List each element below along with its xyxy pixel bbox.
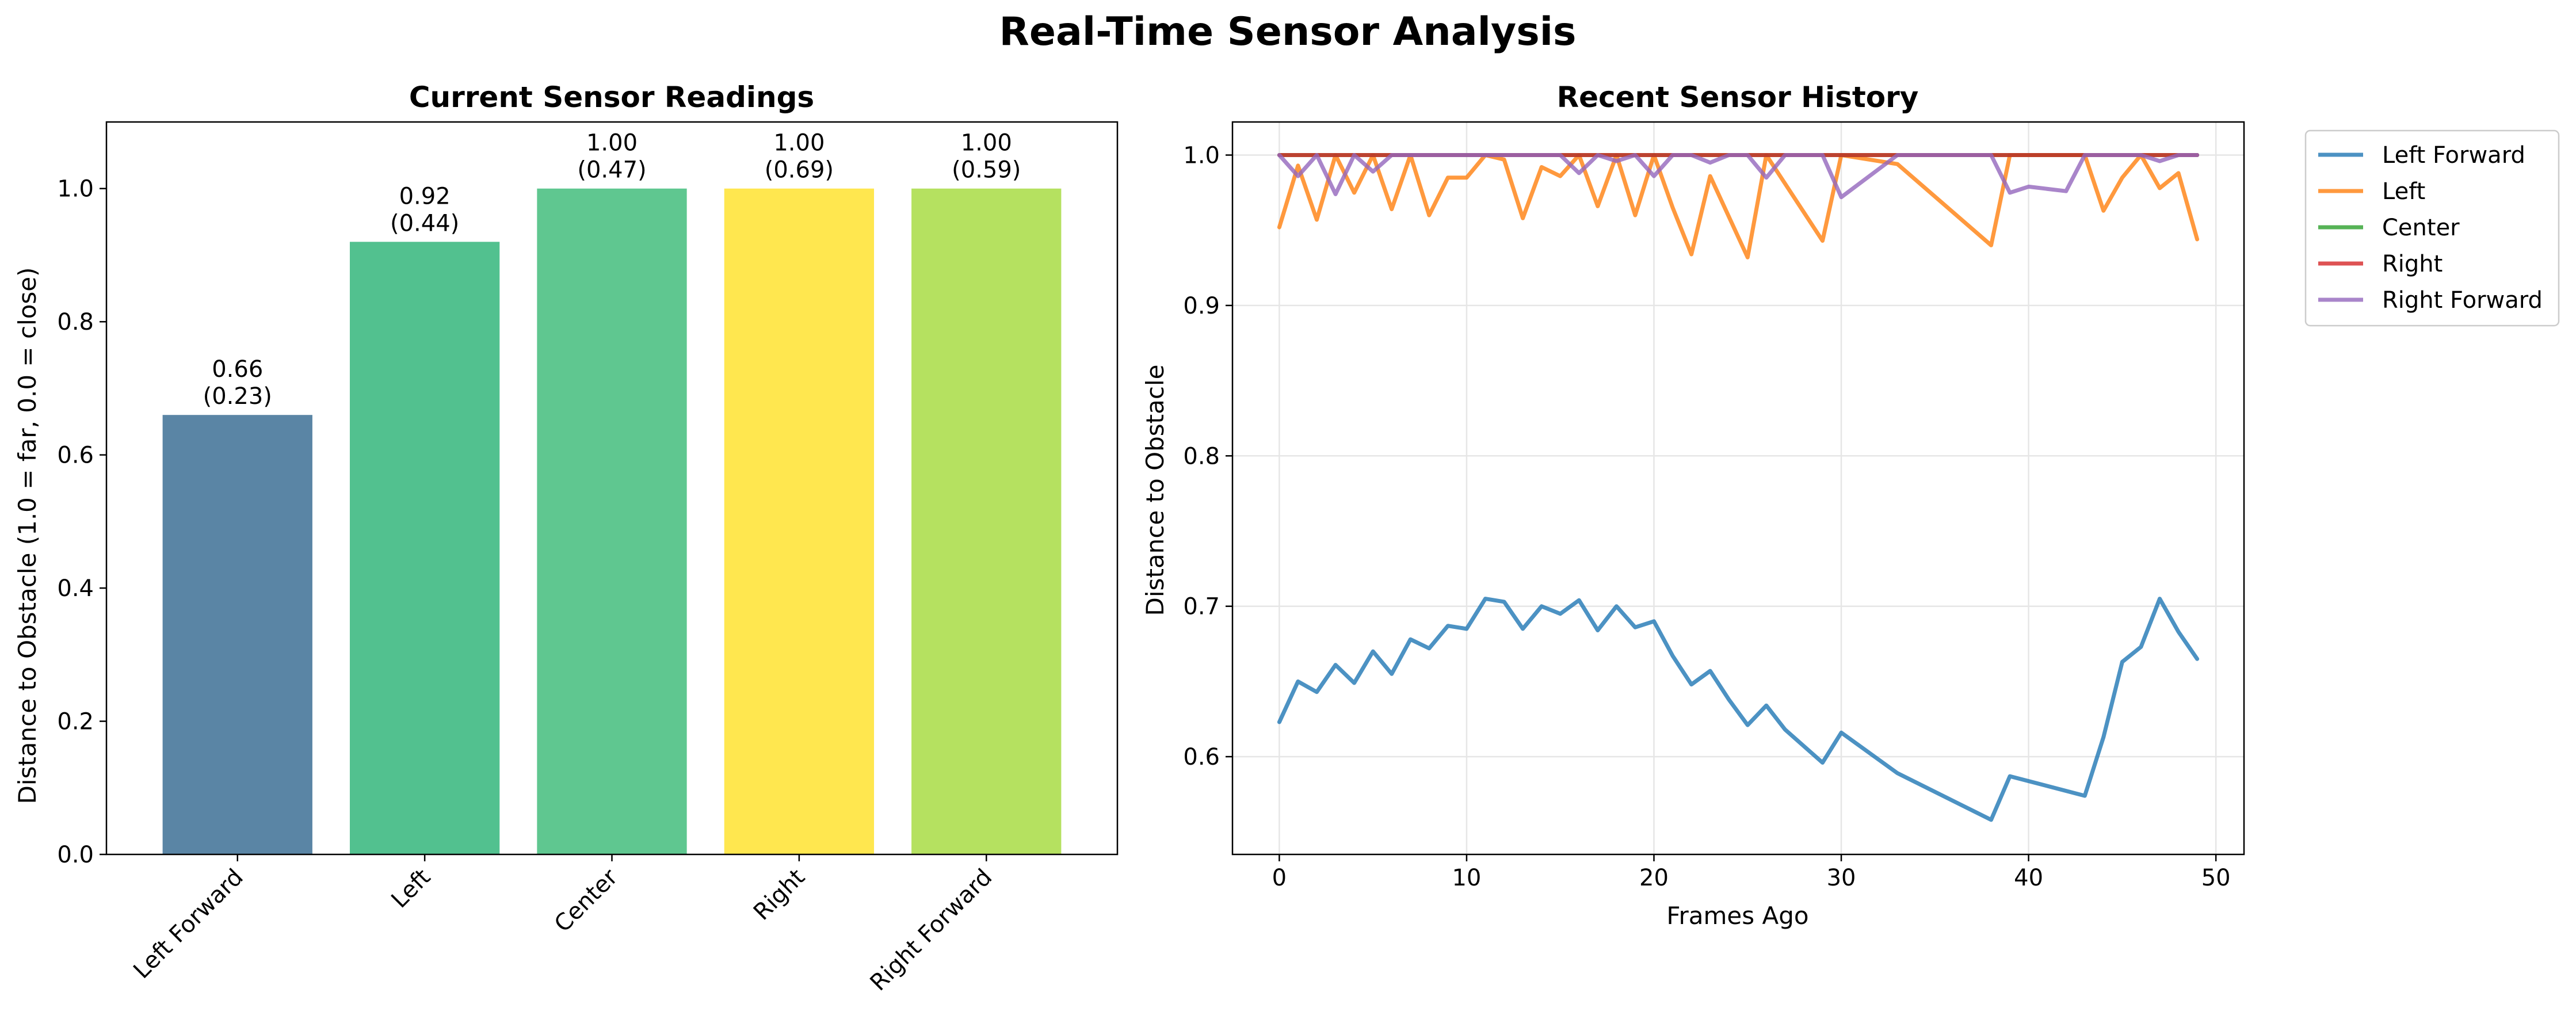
x-tick-label-2: Center xyxy=(549,864,623,937)
line-chart: Recent Sensor History Distance to Obstac… xyxy=(1141,81,2245,930)
y-tick-label-2: 0.4 xyxy=(57,575,94,602)
bar-plot-area: 0.66(0.23)Left Forward0.92(0.44)Left1.00… xyxy=(57,121,1119,997)
x-tick-label-1: 10 xyxy=(1452,865,1481,891)
x-tick-label-3: 30 xyxy=(1827,865,1856,891)
y-tick-label-4: 0.8 xyxy=(57,309,94,335)
y-tick-label-2: 0.8 xyxy=(1183,443,1220,469)
y-tick-label-0: 0.0 xyxy=(57,842,94,868)
bar-secondary-label-1: (0.44) xyxy=(390,210,459,236)
legend: Left Forward Left Center Right Right Forward xyxy=(2304,129,2560,327)
bar-chart: Current Sensor Readings Distance to Obst… xyxy=(13,81,1119,997)
line-plot-area: 0 10 20 30 40 50 0.6 0.7 0.8 0.9 1.0 xyxy=(1183,121,2245,891)
y-tick-label-0: 0.6 xyxy=(1183,744,1220,770)
legend-label-0: Left Forward xyxy=(2382,142,2525,169)
series-line-right-forward xyxy=(1277,153,2200,200)
bar-chart-ylabel: Distance to Obstacle (1.0 = far, 0.0 = c… xyxy=(13,267,41,804)
legend-frame xyxy=(2304,129,2560,327)
y-tick-label-1: 0.2 xyxy=(57,709,94,735)
legend-label-2: Center xyxy=(2382,215,2460,241)
bar-value-label-0: 0.66 xyxy=(212,356,263,383)
legend-label-3: Right xyxy=(2382,251,2443,277)
legend-label-4: Right Forward xyxy=(2382,287,2543,314)
y-tick-label-5: 1.0 xyxy=(57,176,94,203)
x-tick-label-4: 40 xyxy=(2014,865,2043,891)
bar-3 xyxy=(724,188,875,854)
figure-title: Real-Time Sensor Analysis xyxy=(999,9,1577,55)
y-tick-label-3: 0.9 xyxy=(1183,293,1220,319)
bar-axes-frame xyxy=(105,121,1119,856)
bar-secondary-label-4: (0.59) xyxy=(952,157,1021,184)
x-tick-label-1: Left xyxy=(386,864,436,914)
x-tick-label-4: Right Forward xyxy=(865,864,998,997)
x-tick-label-5: 50 xyxy=(2201,865,2231,891)
x-tick-label-0: Left Forward xyxy=(128,864,248,984)
y-tick-label-4: 1.0 xyxy=(1183,143,1220,169)
line-chart-title: Recent Sensor History xyxy=(1557,81,1919,114)
bar-secondary-label-0: (0.23) xyxy=(203,383,272,410)
bar-0 xyxy=(162,415,312,854)
series-line-left xyxy=(1277,153,2200,259)
bar-value-label-1: 0.92 xyxy=(399,183,451,209)
bar-chart-title: Current Sensor Readings xyxy=(409,81,814,114)
y-tick-label-3: 0.6 xyxy=(57,442,94,469)
line-axes-frame xyxy=(1231,121,2245,856)
bar-value-label-2: 1.00 xyxy=(586,130,638,156)
x-tick-label-3: Right xyxy=(749,864,810,926)
bar-4 xyxy=(911,188,1062,854)
line-chart-ylabel: Distance to Obstacle xyxy=(1141,365,1169,616)
bar-1 xyxy=(349,242,500,854)
x-tick-label-2: 20 xyxy=(1639,865,1669,891)
bar-value-label-3: 1.00 xyxy=(773,130,825,156)
series-line-left-forward xyxy=(1277,597,2200,822)
x-tick-label-0: 0 xyxy=(1272,865,1287,891)
legend-label-1: Left xyxy=(2382,178,2425,205)
bar-value-label-4: 1.00 xyxy=(961,130,1012,156)
bar-2 xyxy=(537,188,687,854)
bar-secondary-label-2: (0.47) xyxy=(577,157,646,184)
line-chart-xlabel: Frames Ago xyxy=(1666,902,1808,930)
y-tick-label-1: 0.7 xyxy=(1183,594,1220,620)
bar-secondary-label-3: (0.69) xyxy=(765,157,834,184)
